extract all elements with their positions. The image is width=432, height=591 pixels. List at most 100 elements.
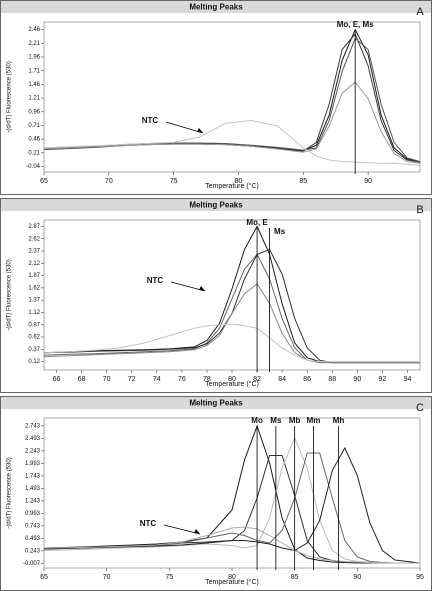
panel-label: B bbox=[416, 204, 423, 216]
ntc-label: NTC bbox=[147, 276, 164, 285]
x-tick-label: 78 bbox=[203, 376, 211, 383]
x-tick-label: 75 bbox=[170, 178, 178, 185]
ntc-arrow bbox=[163, 524, 201, 535]
ntc-label: NTC bbox=[142, 116, 159, 125]
y-tick-label: 2.243 bbox=[25, 448, 41, 454]
y-axis-label: -(d/dT) Fluorescence (530) bbox=[7, 61, 13, 132]
series-line bbox=[43, 446, 421, 564]
y-tick-label: 0.71 bbox=[28, 123, 40, 129]
y-tick-label: 0.743 bbox=[25, 523, 41, 529]
y-tick-label: 1.87 bbox=[28, 273, 40, 279]
ntc-arrowhead bbox=[197, 128, 203, 133]
y-tick-label: -0.04 bbox=[26, 164, 40, 170]
y-tick-label: 1.743 bbox=[25, 473, 41, 479]
x-tick-label: 85 bbox=[299, 178, 307, 185]
x-tick-label: 84 bbox=[278, 376, 286, 383]
panel-label: C bbox=[416, 402, 424, 414]
peak-label: Ms bbox=[270, 416, 282, 425]
series-line bbox=[43, 283, 420, 364]
y-tick-label: 2.21 bbox=[28, 41, 40, 47]
chart-title: Melting Peaks bbox=[189, 201, 243, 210]
y-tick-label: 2.493 bbox=[25, 436, 41, 442]
ntc-arrow bbox=[165, 121, 204, 134]
x-axis-label: Temperature (°C) bbox=[205, 380, 259, 388]
x-tick-label: 66 bbox=[53, 376, 61, 383]
y-tick-label: 2.62 bbox=[28, 236, 40, 242]
x-tick-label: 76 bbox=[178, 376, 186, 383]
peak-label: Mh bbox=[333, 416, 345, 425]
panel-header bbox=[1, 199, 431, 211]
y-tick-label: -0.007 bbox=[23, 561, 41, 567]
ntc-label: NTC bbox=[140, 519, 157, 528]
x-tick-label: 70 bbox=[103, 574, 111, 581]
x-tick-label: 85 bbox=[291, 574, 299, 581]
x-tick-label: 90 bbox=[364, 178, 372, 185]
series-line bbox=[43, 526, 420, 564]
x-tick-label: 70 bbox=[105, 178, 113, 185]
x-tick-label: 65 bbox=[40, 574, 48, 581]
x-tick-label: 68 bbox=[78, 376, 86, 383]
y-tick-label: 0.12 bbox=[28, 359, 40, 365]
peak-label: Ms bbox=[274, 227, 286, 236]
y-tick-label: 0.993 bbox=[25, 511, 41, 517]
y-tick-label: 0.243 bbox=[25, 548, 41, 554]
peak-label: Mo, E bbox=[246, 218, 268, 227]
y-tick-label: 0.37 bbox=[28, 347, 40, 353]
series-line bbox=[43, 81, 421, 164]
series-line bbox=[43, 323, 420, 363]
ntc-arrowhead bbox=[194, 529, 200, 534]
peak-label: Mm bbox=[307, 416, 321, 425]
x-tick-label: 90 bbox=[353, 574, 361, 581]
y-tick-label: 0.62 bbox=[28, 335, 40, 341]
x-tick-label: 80 bbox=[235, 178, 243, 185]
x-tick-label: 80 bbox=[228, 574, 236, 581]
y-axis-label: -(d/dT) Fluorescence (530) bbox=[7, 457, 13, 528]
x-tick-label: 90 bbox=[353, 376, 361, 383]
x-tick-label: 72 bbox=[128, 376, 136, 383]
x-tick-label: 95 bbox=[416, 574, 424, 581]
y-tick-label: 0.87 bbox=[28, 322, 40, 328]
y-tick-label: 1.62 bbox=[28, 285, 40, 291]
y-tick-label: 2.87 bbox=[28, 224, 40, 230]
y-tick-label: 1.46 bbox=[28, 82, 40, 88]
series-line bbox=[43, 119, 421, 166]
series-line bbox=[43, 452, 420, 564]
peak-label: Mo bbox=[251, 416, 263, 425]
y-tick-label: 0.46 bbox=[28, 137, 40, 143]
y-tick-label: 1.96 bbox=[28, 55, 40, 61]
y-tick-label: 1.37 bbox=[28, 298, 40, 304]
peak-label: Mo, E, Ms bbox=[337, 20, 374, 29]
y-axis-label: -(d/dT) Fluorescence (530) bbox=[7, 259, 13, 330]
y-tick-label: 2.743 bbox=[25, 423, 41, 429]
peak-label: Mb bbox=[289, 416, 301, 425]
plot-area bbox=[43, 21, 421, 173]
y-tick-label: 1.493 bbox=[25, 486, 41, 492]
y-tick-label: 0.96 bbox=[28, 109, 40, 115]
x-tick-label: 94 bbox=[404, 376, 412, 383]
x-tick-label: 74 bbox=[153, 376, 161, 383]
y-tick-label: 0.21 bbox=[28, 150, 40, 156]
panel-header bbox=[1, 397, 431, 409]
y-tick-label: 1.71 bbox=[28, 68, 40, 74]
x-tick-label: 82 bbox=[253, 376, 261, 383]
chart-title: Melting Peaks bbox=[189, 3, 243, 12]
x-tick-label: 92 bbox=[379, 376, 387, 383]
x-tick-label: 80 bbox=[228, 376, 236, 383]
panel-label: A bbox=[416, 6, 424, 18]
x-tick-label: 75 bbox=[165, 574, 173, 581]
y-tick-label: 2.46 bbox=[28, 27, 40, 33]
x-tick-label: 86 bbox=[303, 376, 311, 383]
x-axis-label: Temperature (°C) bbox=[205, 182, 259, 190]
x-tick-label: 88 bbox=[328, 376, 336, 383]
panel-frame bbox=[0, 396, 432, 591]
ntc-arrowhead bbox=[199, 286, 205, 291]
y-tick-label: 2.37 bbox=[28, 249, 40, 255]
chart-title: Melting Peaks bbox=[189, 399, 243, 408]
panel-header bbox=[1, 1, 431, 13]
x-axis-label: Temperature (°C) bbox=[205, 578, 259, 586]
y-tick-label: 1.21 bbox=[28, 96, 40, 102]
x-tick-label: 65 bbox=[40, 178, 48, 185]
y-tick-label: 1.243 bbox=[25, 498, 41, 504]
